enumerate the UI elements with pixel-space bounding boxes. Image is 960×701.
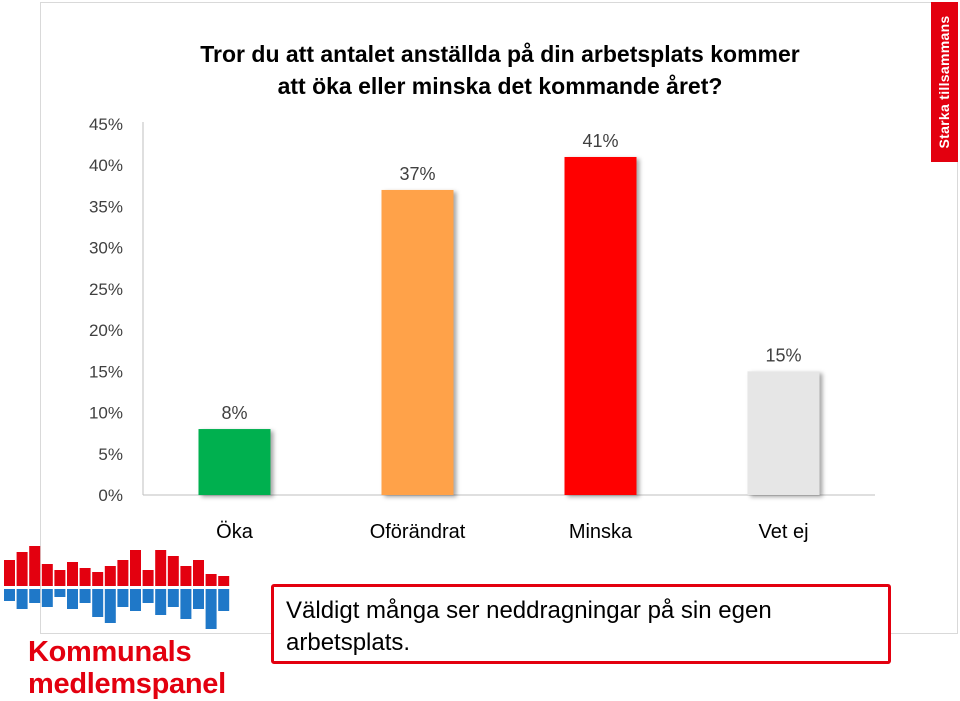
logo-bar-up	[16, 552, 28, 586]
category-label: Öka	[216, 521, 254, 543]
data-label: 37%	[399, 164, 435, 184]
logo-bars-graphic	[4, 546, 230, 629]
bar	[747, 371, 820, 495]
logo-bar-down	[29, 589, 41, 603]
y-tick-label: 45%	[89, 115, 123, 134]
logo-bar-down	[67, 589, 78, 609]
logo-bar-down	[117, 589, 129, 607]
logo-bar-down	[16, 589, 28, 609]
logo-bar-down	[54, 589, 66, 597]
logo-bar-up	[4, 560, 15, 586]
logo-bar-up	[104, 566, 116, 586]
logo-bar-down	[218, 589, 230, 611]
logo-text-line-2: medlemspanel	[28, 668, 226, 700]
logo-bar-up	[79, 568, 91, 586]
y-tick-label: 0%	[98, 486, 123, 505]
logo-bar-down	[79, 589, 91, 603]
logo-bar-down	[92, 589, 104, 617]
y-tick-label: 35%	[89, 197, 123, 216]
logo-text-line-1: Kommunals	[28, 636, 192, 668]
data-label: 15%	[765, 345, 801, 365]
brand-tab	[931, 2, 958, 162]
logo-bar-down	[104, 589, 116, 623]
y-tick-label: 40%	[89, 156, 123, 175]
bar	[564, 156, 637, 495]
logo-bar-up	[218, 576, 230, 586]
logo-bar-down	[130, 589, 141, 611]
logo-bar-up	[167, 556, 179, 586]
callout-box: Väldigt många ser neddragningar på sin e…	[271, 584, 891, 664]
logo-bar-up	[41, 564, 53, 586]
logo-bar-up	[117, 560, 129, 586]
category-label: Vet ej	[758, 521, 808, 543]
logo-bar-down	[155, 589, 167, 615]
logo-bar-up	[193, 560, 204, 586]
logo-bar-down	[167, 589, 179, 607]
y-tick-label: 10%	[89, 404, 123, 423]
y-tick-label: 20%	[89, 321, 123, 340]
data-label: 8%	[221, 403, 247, 423]
logo-bar-up	[205, 574, 217, 586]
bar	[381, 189, 454, 495]
logo-bar-down	[4, 589, 15, 601]
callout-text: Väldigt många ser neddragningar på sin e…	[286, 597, 772, 656]
chart-title-line-2: att öka eller minska det kommande året?	[277, 73, 723, 99]
logo-bar-up	[142, 570, 154, 586]
y-tick-label: 25%	[89, 280, 123, 299]
logo-bar-up	[54, 570, 66, 586]
logo-bar-up	[92, 572, 104, 586]
logo-bar-up	[29, 546, 41, 586]
y-tick-label: 15%	[89, 362, 123, 381]
category-label: Oförändrat	[370, 521, 466, 543]
logo-bar-up	[180, 566, 192, 586]
logo-bar-down	[142, 589, 154, 603]
category-label: Minska	[569, 521, 633, 543]
logo-bar-up	[155, 550, 167, 586]
chart-title: Tror du att antalet anställda på din arb…	[140, 38, 860, 102]
bar	[198, 429, 271, 495]
logo-bar-down	[205, 589, 217, 629]
y-tick-label: 30%	[89, 239, 123, 258]
y-tick-label: 5%	[98, 445, 123, 464]
logo-bar-down	[193, 589, 204, 609]
chart-title-line-1: Tror du att antalet anställda på din arb…	[200, 41, 800, 67]
logo-bar-up	[67, 562, 78, 586]
logo-bar-up	[130, 550, 141, 586]
logo-bar-down	[41, 589, 53, 607]
data-label: 41%	[582, 131, 618, 151]
logo-bar-down	[180, 589, 192, 619]
